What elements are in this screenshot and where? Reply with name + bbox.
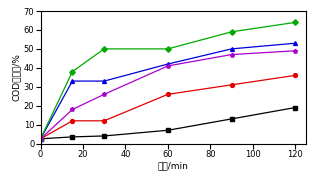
2 g/L H$_2$O$_2$+30 mg/L O$_3$ <box>39 138 42 140</box>
2 g/L H$_2$O$_2$+30 mg/L O$_3$ <box>293 21 297 24</box>
1 g/L H$_2$O$_2$+30 mg/L O$_3$ <box>293 42 297 44</box>
2 g/L H$_2$O$_2$ <box>230 118 233 120</box>
20 g/L H$_2$O$_2$+30 mg/L O$_3$ <box>230 54 233 56</box>
1 g/L H$_2$O$_2$+30 mg/L O$_3$ <box>71 80 74 82</box>
20 g/L H$_2$O$_2$+30 mg/L O$_3$ <box>71 108 74 111</box>
2 g/L H$_2$O$_2$+30 mg/L O$_3$ <box>230 31 233 33</box>
30 mg/L O$_3$ <box>39 138 42 140</box>
2 g/L H$_2$O$_2$ <box>293 107 297 109</box>
Line: 2 g/L H$_2$O$_2$+30 mg/L O$_3$: 2 g/L H$_2$O$_2$+30 mg/L O$_3$ <box>39 20 297 141</box>
30 mg/L O$_3$ <box>102 120 106 122</box>
30 mg/L O$_3$ <box>293 74 297 77</box>
2 g/L H$_2$O$_2$ <box>39 138 42 140</box>
1 g/L H$_2$O$_2$+30 mg/L O$_3$ <box>102 80 106 82</box>
2 g/L H$_2$O$_2$ <box>102 135 106 137</box>
2 g/L H$_2$O$_2$ <box>166 129 170 131</box>
2 g/L H$_2$O$_2$+30 mg/L O$_3$ <box>71 70 74 73</box>
Line: 30 mg/L O$_3$: 30 mg/L O$_3$ <box>39 73 297 141</box>
1 g/L H$_2$O$_2$+30 mg/L O$_3$ <box>230 48 233 50</box>
Line: 1 g/L H$_2$O$_2$+30 mg/L O$_3$: 1 g/L H$_2$O$_2$+30 mg/L O$_3$ <box>39 41 297 141</box>
X-axis label: 时间/min: 时间/min <box>158 162 188 171</box>
20 g/L H$_2$O$_2$+30 mg/L O$_3$ <box>102 93 106 95</box>
Line: 2 g/L H$_2$O$_2$: 2 g/L H$_2$O$_2$ <box>39 106 297 141</box>
Line: 20 g/L H$_2$O$_2$+30 mg/L O$_3$: 20 g/L H$_2$O$_2$+30 mg/L O$_3$ <box>39 49 297 141</box>
2 g/L H$_2$O$_2$+30 mg/L O$_3$ <box>166 48 170 50</box>
2 g/L H$_2$O$_2$ <box>71 136 74 138</box>
20 g/L H$_2$O$_2$+30 mg/L O$_3$ <box>39 138 42 140</box>
1 g/L H$_2$O$_2$+30 mg/L O$_3$ <box>39 138 42 140</box>
Y-axis label: COD去除率/%: COD去除率/% <box>12 53 21 101</box>
20 g/L H$_2$O$_2$+30 mg/L O$_3$ <box>166 65 170 67</box>
1 g/L H$_2$O$_2$+30 mg/L O$_3$ <box>166 63 170 65</box>
30 mg/L O$_3$ <box>166 93 170 95</box>
2 g/L H$_2$O$_2$+30 mg/L O$_3$ <box>102 48 106 50</box>
30 mg/L O$_3$ <box>230 84 233 86</box>
30 mg/L O$_3$ <box>71 120 74 122</box>
20 g/L H$_2$O$_2$+30 mg/L O$_3$ <box>293 50 297 52</box>
